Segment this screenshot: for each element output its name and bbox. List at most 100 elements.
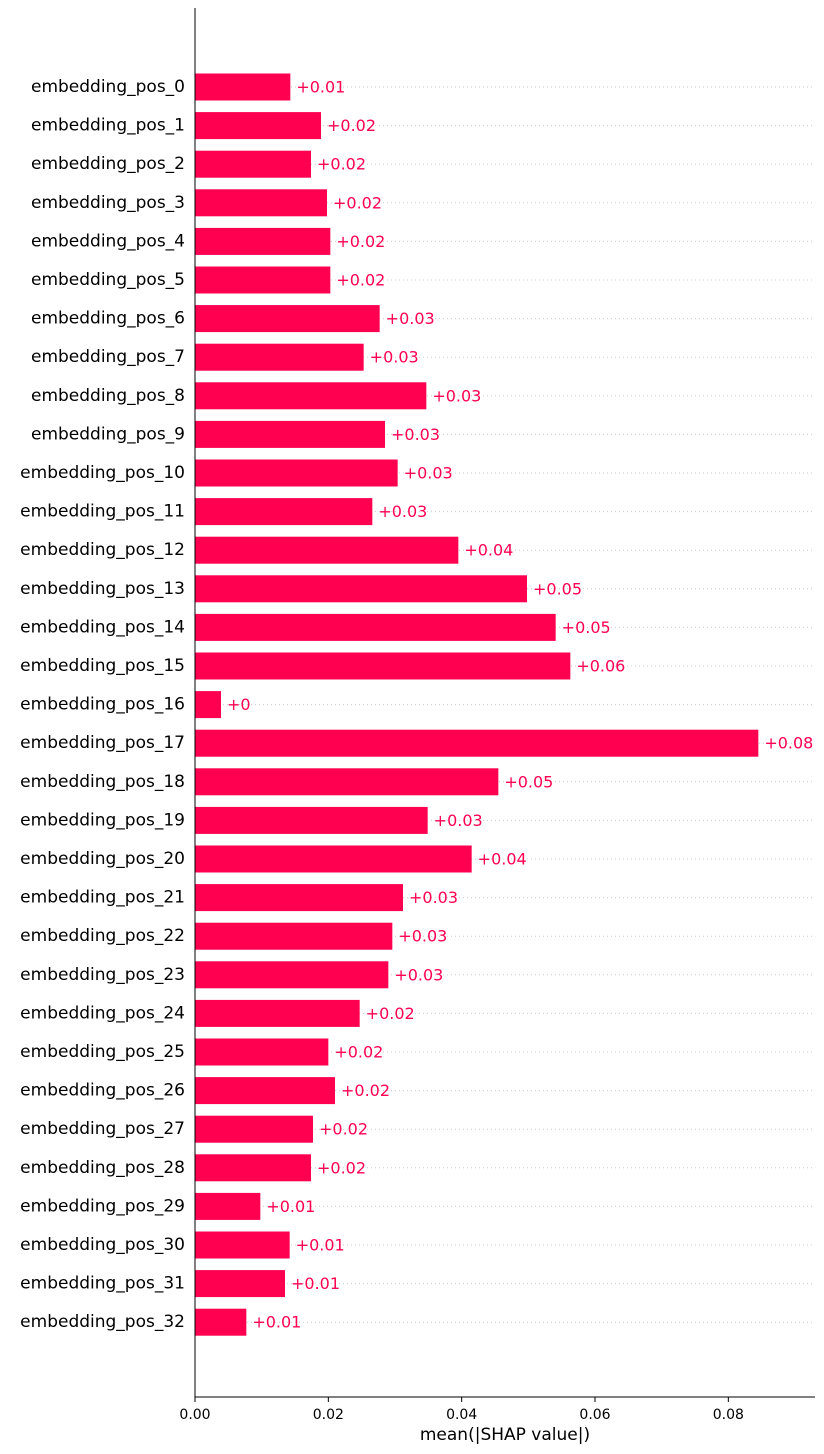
value-label: +0.02 — [317, 1158, 366, 1177]
bar-embedding-pos-22 — [195, 922, 393, 950]
value-label: +0.02 — [317, 155, 366, 174]
value-label: +0.01 — [291, 1274, 340, 1293]
bar-embedding-pos-32 — [195, 1308, 247, 1336]
bar-embedding-pos-23 — [195, 961, 389, 989]
value-label: +0.02 — [319, 1120, 368, 1139]
bar-embedding-pos-26 — [195, 1077, 335, 1105]
value-label: +0.02 — [336, 271, 385, 290]
category-label: embedding_pos_3 — [31, 193, 185, 213]
category-label: embedding_pos_30 — [20, 1235, 185, 1255]
bar-embedding-pos-1 — [195, 112, 321, 140]
bar-embedding-pos-30 — [195, 1231, 290, 1259]
category-label: embedding_pos_1 — [31, 116, 185, 136]
bar-embedding-pos-29 — [195, 1192, 261, 1220]
category-label: embedding_pos_9 — [31, 424, 185, 444]
category-label: embedding_pos_16 — [20, 695, 185, 715]
bar-embedding-pos-7 — [195, 343, 364, 371]
bar-embedding-pos-3 — [195, 189, 327, 217]
category-label: embedding_pos_21 — [20, 888, 185, 908]
category-label: embedding_pos_26 — [20, 1081, 185, 1101]
value-label: +0.03 — [394, 965, 443, 984]
bars — [195, 73, 759, 1336]
value-label: +0.02 — [327, 116, 376, 135]
axes: 0.00 0.02 0.04 0.06 0.08 — [179, 8, 815, 1423]
bar-embedding-pos-0 — [195, 73, 291, 101]
value-label: +0.03 — [404, 464, 453, 483]
category-label: embedding_pos_7 — [31, 347, 185, 367]
value-label: +0.05 — [533, 579, 582, 598]
bar-embedding-pos-11 — [195, 498, 373, 526]
category-label: embedding_pos_6 — [31, 309, 185, 329]
value-label: +0.05 — [562, 618, 611, 637]
x-tick-label: 0.00 — [179, 1407, 210, 1423]
value-label: +0.02 — [336, 232, 385, 251]
bar-embedding-pos-20 — [195, 845, 472, 873]
bar-embedding-pos-28 — [195, 1154, 311, 1182]
category-label: embedding_pos_22 — [20, 926, 185, 946]
category-label: embedding_pos_31 — [20, 1274, 185, 1294]
bar-embedding-pos-8 — [195, 382, 427, 410]
value-label: +0.02 — [334, 1043, 383, 1062]
bar-embedding-pos-24 — [195, 999, 360, 1027]
category-label: embedding_pos_0 — [31, 77, 185, 97]
value-label: +0 — [227, 695, 251, 714]
category-label: embedding_pos_25 — [20, 1042, 185, 1062]
x-tick-label: 0.02 — [313, 1407, 344, 1423]
value-label: +0.01 — [296, 78, 345, 97]
bar-embedding-pos-14 — [195, 613, 556, 641]
value-label: +0.03 — [386, 309, 435, 328]
x-tick-label: 0.04 — [446, 1407, 477, 1423]
category-label: embedding_pos_24 — [20, 1003, 185, 1023]
value-label: +0.03 — [391, 425, 440, 444]
value-label: +0.06 — [576, 657, 625, 676]
category-label: embedding_pos_13 — [20, 579, 185, 599]
category-labels: embedding_pos_0 embedding_pos_1 embedding_… — [20, 77, 185, 1332]
category-label: embedding_pos_32 — [20, 1312, 185, 1332]
bar-embedding-pos-5 — [195, 266, 331, 294]
bar-embedding-pos-13 — [195, 575, 527, 603]
value-label: +0.01 — [296, 1236, 345, 1255]
value-label: +0.04 — [478, 850, 527, 869]
category-label: embedding_pos_17 — [20, 733, 185, 753]
category-label: embedding_pos_28 — [20, 1158, 185, 1178]
category-label: embedding_pos_15 — [20, 656, 185, 676]
value-label: +0.03 — [432, 386, 481, 405]
bar-embedding-pos-21 — [195, 884, 403, 912]
grid-lines — [195, 86, 815, 1323]
value-label: +0.03 — [398, 927, 447, 946]
value-label: +0.02 — [366, 1004, 415, 1023]
category-label: embedding_pos_8 — [31, 386, 185, 406]
value-label: +0.03 — [370, 348, 419, 367]
value-label: +0.08 — [764, 734, 813, 753]
bar-embedding-pos-17 — [195, 729, 759, 757]
value-label: +0.05 — [504, 772, 553, 791]
x-tick-label: 0.08 — [713, 1407, 744, 1423]
x-axis-title: mean(|SHAP value|) — [420, 1425, 590, 1445]
bar-embedding-pos-27 — [195, 1115, 313, 1143]
value-labels: +0.01+0.02+0.02+0.02+0.02+0.02+0.03+0.03… — [227, 78, 813, 1332]
value-label: +0.01 — [266, 1197, 315, 1216]
bar-embedding-pos-4 — [195, 227, 331, 255]
category-label: embedding_pos_18 — [20, 772, 185, 792]
bar-embedding-pos-2 — [195, 150, 311, 178]
category-label: embedding_pos_19 — [20, 810, 185, 830]
value-label: +0.03 — [434, 811, 483, 830]
bar-embedding-pos-15 — [195, 652, 571, 680]
value-label: +0.04 — [464, 541, 513, 560]
bar-embedding-pos-31 — [195, 1270, 285, 1298]
category-label: embedding_pos_29 — [20, 1196, 185, 1216]
category-label: embedding_pos_20 — [20, 849, 185, 869]
category-label: embedding_pos_10 — [20, 463, 185, 483]
value-label: +0.03 — [409, 888, 458, 907]
category-label: embedding_pos_27 — [20, 1119, 185, 1139]
value-label: +0.02 — [333, 193, 382, 212]
category-label: embedding_pos_5 — [31, 270, 185, 290]
category-label: embedding_pos_11 — [20, 502, 185, 522]
bar-embedding-pos-19 — [195, 806, 428, 834]
bar-embedding-pos-18 — [195, 768, 499, 796]
category-label: embedding_pos_14 — [20, 617, 185, 637]
bar-embedding-pos-12 — [195, 536, 459, 564]
bar-embedding-pos-6 — [195, 305, 380, 333]
value-label: +0.02 — [341, 1081, 390, 1100]
